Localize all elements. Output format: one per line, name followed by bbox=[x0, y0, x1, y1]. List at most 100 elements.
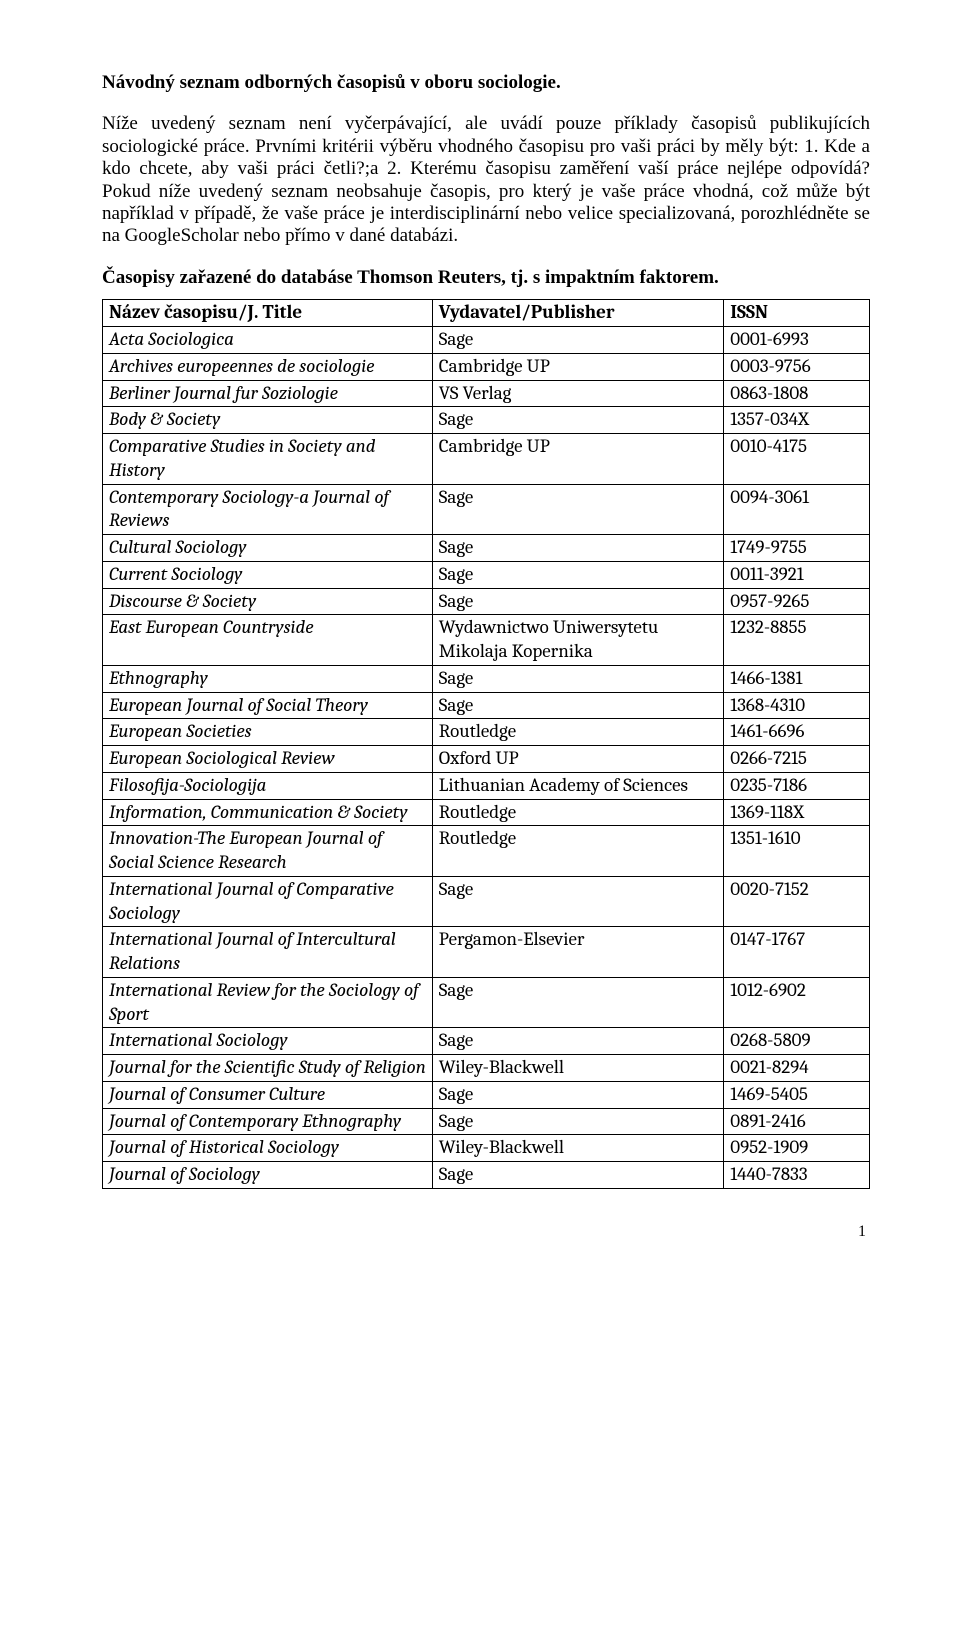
cell-journal-title: Journal of Historical Sociology bbox=[103, 1135, 433, 1162]
intro-paragraph: Níže uvedený seznam není vyčerpávající, … bbox=[102, 113, 870, 247]
cell-journal-title: European Sociological Review bbox=[103, 746, 433, 773]
cell-publisher: Wiley-Blackwell bbox=[432, 1055, 723, 1082]
cell-publisher: VS Verlag bbox=[432, 380, 723, 407]
table-row: Journal of SociologySage1440-7833 bbox=[103, 1162, 870, 1189]
cell-issn: 0003-9756 bbox=[724, 353, 870, 380]
cell-issn: 0891-2416 bbox=[724, 1108, 870, 1135]
cell-issn: 1369-118X bbox=[724, 799, 870, 826]
cell-publisher: Routledge bbox=[432, 799, 723, 826]
cell-journal-title: East European Countryside bbox=[103, 615, 433, 666]
cell-publisher: Sage bbox=[432, 977, 723, 1028]
cell-issn: 0010-4175 bbox=[724, 434, 870, 485]
cell-publisher: Sage bbox=[432, 535, 723, 562]
cell-journal-title: Information, Communication & Society bbox=[103, 799, 433, 826]
cell-issn: 0952-1909 bbox=[724, 1135, 870, 1162]
cell-publisher: Sage bbox=[432, 1081, 723, 1108]
page-number: 1 bbox=[102, 1223, 870, 1242]
header-title: Název časopisu/J. Title bbox=[103, 300, 433, 327]
table-row: Innovation-The European Journal of Socia… bbox=[103, 826, 870, 877]
cell-issn: 0268-5809 bbox=[724, 1028, 870, 1055]
table-row: European Sociological ReviewOxford UP026… bbox=[103, 746, 870, 773]
table-row: International Review for the Sociology o… bbox=[103, 977, 870, 1028]
table-row: Contemporary Sociology-a Journal of Revi… bbox=[103, 484, 870, 535]
cell-issn: 1368-4310 bbox=[724, 692, 870, 719]
cell-journal-title: Cultural Sociology bbox=[103, 535, 433, 562]
cell-issn: 0001-6993 bbox=[724, 327, 870, 354]
header-publisher: Vydavatel/Publisher bbox=[432, 300, 723, 327]
cell-publisher: Sage bbox=[432, 561, 723, 588]
cell-journal-title: Ethnography bbox=[103, 665, 433, 692]
table-row: Discourse & SocietySage0957-9265 bbox=[103, 588, 870, 615]
cell-publisher: Sage bbox=[432, 1108, 723, 1135]
cell-issn: 1749-9755 bbox=[724, 535, 870, 562]
cell-issn: 1440-7833 bbox=[724, 1162, 870, 1189]
table-row: Body & SocietySage1357-034X bbox=[103, 407, 870, 434]
cell-journal-title: Journal for the Scientific Study of Reli… bbox=[103, 1055, 433, 1082]
table-row: International SociologySage0268-5809 bbox=[103, 1028, 870, 1055]
table-row: Filosofija-SociologijaLithuanian Academy… bbox=[103, 772, 870, 799]
table-row: Acta SociologicaSage0001-6993 bbox=[103, 327, 870, 354]
cell-issn: 1357-034X bbox=[724, 407, 870, 434]
cell-issn: 0957-9265 bbox=[724, 588, 870, 615]
cell-publisher: Sage bbox=[432, 876, 723, 927]
cell-journal-title: International Journal of Intercultural R… bbox=[103, 927, 433, 978]
table-row: European SocietiesRoutledge1461-6696 bbox=[103, 719, 870, 746]
cell-publisher: Sage bbox=[432, 327, 723, 354]
cell-issn: 0011-3921 bbox=[724, 561, 870, 588]
cell-journal-title: Innovation-The European Journal of Socia… bbox=[103, 826, 433, 877]
cell-issn: 1012-6902 bbox=[724, 977, 870, 1028]
table-row: Journal of Historical SociologyWiley-Bla… bbox=[103, 1135, 870, 1162]
page-title: Návodný seznam odborných časopisů v obor… bbox=[102, 72, 870, 94]
cell-journal-title: Journal of Sociology bbox=[103, 1162, 433, 1189]
cell-journal-title: International Journal of Comparative Soc… bbox=[103, 876, 433, 927]
table-row: Comparative Studies in Society and Histo… bbox=[103, 434, 870, 485]
table-row: Cultural SociologySage1749-9755 bbox=[103, 535, 870, 562]
cell-publisher: Pergamon-Elsevier bbox=[432, 927, 723, 978]
cell-issn: 0094-3061 bbox=[724, 484, 870, 535]
header-issn: ISSN bbox=[724, 300, 870, 327]
cell-issn: 1461-6696 bbox=[724, 719, 870, 746]
table-row: East European CountrysideWydawnictwo Uni… bbox=[103, 615, 870, 666]
cell-publisher: Wydawnictwo Uniwersytetu Mikolaja Kopern… bbox=[432, 615, 723, 666]
cell-publisher: Sage bbox=[432, 407, 723, 434]
table-row: Berliner Journal fur SoziologieVS Verlag… bbox=[103, 380, 870, 407]
cell-issn: 0020-7152 bbox=[724, 876, 870, 927]
cell-journal-title: European Societies bbox=[103, 719, 433, 746]
cell-journal-title: Current Sociology bbox=[103, 561, 433, 588]
cell-issn: 0147-1767 bbox=[724, 927, 870, 978]
cell-issn: 1466-1381 bbox=[724, 665, 870, 692]
cell-journal-title: Journal of Consumer Culture bbox=[103, 1081, 433, 1108]
cell-journal-title: Discourse & Society bbox=[103, 588, 433, 615]
cell-journal-title: International Review for the Sociology o… bbox=[103, 977, 433, 1028]
cell-publisher: Routledge bbox=[432, 719, 723, 746]
section-heading: Časopisy zařazené do databáse Thomson Re… bbox=[102, 267, 870, 289]
cell-journal-title: Archives europeennes de sociologie bbox=[103, 353, 433, 380]
table-header-row: Název časopisu/J. Title Vydavatel/Publis… bbox=[103, 300, 870, 327]
cell-journal-title: Berliner Journal fur Soziologie bbox=[103, 380, 433, 407]
cell-issn: 0021-8294 bbox=[724, 1055, 870, 1082]
cell-journal-title: Comparative Studies in Society and Histo… bbox=[103, 434, 433, 485]
table-row: Current SociologySage0011-3921 bbox=[103, 561, 870, 588]
cell-issn: 0266-7215 bbox=[724, 746, 870, 773]
cell-journal-title: International Sociology bbox=[103, 1028, 433, 1055]
cell-publisher: Oxford UP bbox=[432, 746, 723, 773]
cell-publisher: Sage bbox=[432, 665, 723, 692]
table-row: Journal of Consumer CultureSage1469-5405 bbox=[103, 1081, 870, 1108]
cell-publisher: Sage bbox=[432, 692, 723, 719]
cell-publisher: Sage bbox=[432, 1162, 723, 1189]
cell-publisher: Sage bbox=[432, 484, 723, 535]
cell-journal-title: Acta Sociologica bbox=[103, 327, 433, 354]
cell-issn: 0235-7186 bbox=[724, 772, 870, 799]
cell-publisher: Lithuanian Academy of Sciences bbox=[432, 772, 723, 799]
table-row: Journal of Contemporary EthnographySage0… bbox=[103, 1108, 870, 1135]
cell-journal-title: Contemporary Sociology-a Journal of Revi… bbox=[103, 484, 433, 535]
table-row: Information, Communication & SocietyRout… bbox=[103, 799, 870, 826]
cell-journal-title: Filosofija-Sociologija bbox=[103, 772, 433, 799]
table-row: European Journal of Social TheorySage136… bbox=[103, 692, 870, 719]
cell-publisher: Sage bbox=[432, 588, 723, 615]
cell-issn: 1351-1610 bbox=[724, 826, 870, 877]
cell-publisher: Sage bbox=[432, 1028, 723, 1055]
table-row: Journal for the Scientific Study of Reli… bbox=[103, 1055, 870, 1082]
table-row: EthnographySage1466-1381 bbox=[103, 665, 870, 692]
cell-issn: 1469-5405 bbox=[724, 1081, 870, 1108]
